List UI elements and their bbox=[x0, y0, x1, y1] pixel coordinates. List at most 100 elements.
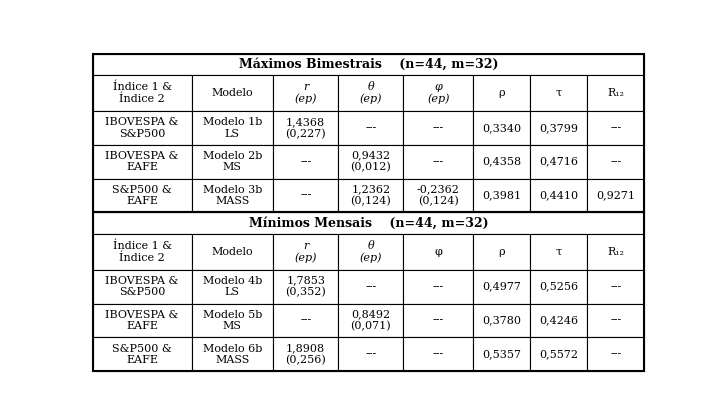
Text: Modelo 5b
MS: Modelo 5b MS bbox=[203, 310, 262, 331]
Bar bbox=[473, 234, 530, 270]
Bar bbox=[191, 178, 273, 212]
Text: Índice 1 &
Índice 2: Índice 1 & Índice 2 bbox=[113, 82, 172, 104]
Bar bbox=[273, 145, 338, 178]
Bar bbox=[338, 270, 403, 304]
Text: θ
(ep): θ (ep) bbox=[360, 241, 382, 263]
Bar bbox=[191, 337, 273, 371]
Bar bbox=[473, 304, 530, 337]
Bar bbox=[530, 234, 587, 270]
Bar bbox=[403, 178, 473, 212]
Text: Mínimos Mensais    (n=44, m=32): Mínimos Mensais (n=44, m=32) bbox=[249, 217, 488, 230]
Text: ---: --- bbox=[433, 316, 444, 326]
Bar bbox=[530, 145, 587, 178]
Text: Modelo: Modelo bbox=[211, 88, 253, 98]
Bar bbox=[403, 111, 473, 145]
Bar bbox=[530, 75, 587, 111]
Bar bbox=[273, 270, 338, 304]
Text: 0,5256: 0,5256 bbox=[539, 282, 578, 292]
Text: ---: --- bbox=[610, 316, 621, 326]
Bar bbox=[273, 234, 338, 270]
Text: 1,4368
(0,227): 1,4368 (0,227) bbox=[285, 117, 326, 139]
Text: r
(ep): r (ep) bbox=[294, 241, 317, 263]
Bar bbox=[191, 145, 273, 178]
Bar bbox=[93, 54, 644, 212]
Text: φ: φ bbox=[434, 247, 442, 257]
Bar bbox=[93, 234, 191, 270]
Text: τ: τ bbox=[556, 88, 562, 98]
Bar bbox=[93, 145, 191, 178]
Bar bbox=[338, 75, 403, 111]
Text: r
(ep): r (ep) bbox=[294, 82, 317, 104]
Text: ---: --- bbox=[433, 349, 444, 360]
Text: ---: --- bbox=[433, 157, 444, 167]
Bar bbox=[473, 178, 530, 212]
Text: Índice 1 &
Índice 2: Índice 1 & Índice 2 bbox=[113, 241, 172, 264]
Text: 0,4358: 0,4358 bbox=[482, 157, 521, 167]
Bar bbox=[587, 234, 644, 270]
Text: IBOVESPA &
EAFE: IBOVESPA & EAFE bbox=[106, 151, 179, 173]
Text: 1,8908
(0,256): 1,8908 (0,256) bbox=[285, 343, 326, 365]
Bar bbox=[587, 111, 644, 145]
Text: IBOVESPA &
S&P500: IBOVESPA & S&P500 bbox=[106, 276, 179, 297]
Bar bbox=[403, 337, 473, 371]
Bar bbox=[338, 111, 403, 145]
Text: 0,5572: 0,5572 bbox=[539, 349, 578, 360]
Bar bbox=[403, 234, 473, 270]
Bar bbox=[403, 304, 473, 337]
Bar bbox=[273, 178, 338, 212]
Bar bbox=[403, 270, 473, 304]
Bar bbox=[403, 75, 473, 111]
Bar bbox=[473, 337, 530, 371]
Text: 1,2362
(0,124): 1,2362 (0,124) bbox=[350, 184, 391, 207]
Text: 0,3340: 0,3340 bbox=[482, 123, 521, 133]
Text: ---: --- bbox=[433, 282, 444, 292]
Text: S&P500 &
EAFE: S&P500 & EAFE bbox=[112, 185, 172, 206]
Text: 0,4716: 0,4716 bbox=[539, 157, 578, 167]
Text: Modelo 4b
LS: Modelo 4b LS bbox=[203, 276, 262, 297]
Bar bbox=[530, 178, 587, 212]
Text: IBOVESPA &
S&P500: IBOVESPA & S&P500 bbox=[106, 117, 179, 139]
Bar bbox=[530, 337, 587, 371]
Bar bbox=[191, 75, 273, 111]
Bar bbox=[273, 75, 338, 111]
Bar bbox=[587, 75, 644, 111]
Text: ---: --- bbox=[365, 349, 377, 360]
Bar bbox=[93, 304, 191, 337]
Bar bbox=[338, 234, 403, 270]
Text: ---: --- bbox=[365, 282, 377, 292]
Text: R₁₂: R₁₂ bbox=[608, 247, 624, 257]
Text: Modelo 1b
LS: Modelo 1b LS bbox=[203, 117, 262, 139]
Text: Modelo: Modelo bbox=[211, 247, 253, 257]
Bar bbox=[587, 270, 644, 304]
Bar bbox=[587, 145, 644, 178]
Text: ---: --- bbox=[610, 349, 621, 360]
Text: ---: --- bbox=[610, 157, 621, 167]
Bar bbox=[587, 178, 644, 212]
Bar bbox=[530, 270, 587, 304]
Text: 1,7853
(0,352): 1,7853 (0,352) bbox=[285, 276, 326, 297]
Bar bbox=[191, 304, 273, 337]
Bar bbox=[273, 337, 338, 371]
Text: S&P500 &
EAFE: S&P500 & EAFE bbox=[112, 344, 172, 365]
Text: 0,9432
(0,012): 0,9432 (0,012) bbox=[350, 151, 391, 173]
Text: IBOVESPA &
EAFE: IBOVESPA & EAFE bbox=[106, 310, 179, 331]
Text: 0,3799: 0,3799 bbox=[539, 123, 578, 133]
Text: ρ: ρ bbox=[498, 247, 505, 257]
Bar bbox=[191, 270, 273, 304]
Text: ---: --- bbox=[610, 282, 621, 292]
Text: Modelo 6b
MASS: Modelo 6b MASS bbox=[203, 344, 262, 365]
Bar bbox=[473, 145, 530, 178]
Text: φ
(ep): φ (ep) bbox=[427, 82, 449, 104]
Text: 0,3780: 0,3780 bbox=[482, 316, 521, 326]
Text: ---: --- bbox=[365, 123, 377, 133]
Text: ---: --- bbox=[300, 316, 311, 326]
Text: Máximos Bimestrais    (n=44, m=32): Máximos Bimestrais (n=44, m=32) bbox=[239, 58, 498, 71]
Bar bbox=[587, 337, 644, 371]
Text: -0,2362
(0,124): -0,2362 (0,124) bbox=[417, 184, 459, 207]
Bar bbox=[587, 304, 644, 337]
Text: ρ: ρ bbox=[498, 88, 505, 98]
Bar bbox=[530, 304, 587, 337]
Bar bbox=[338, 145, 403, 178]
Text: 0,5357: 0,5357 bbox=[482, 349, 521, 360]
Bar bbox=[93, 178, 191, 212]
